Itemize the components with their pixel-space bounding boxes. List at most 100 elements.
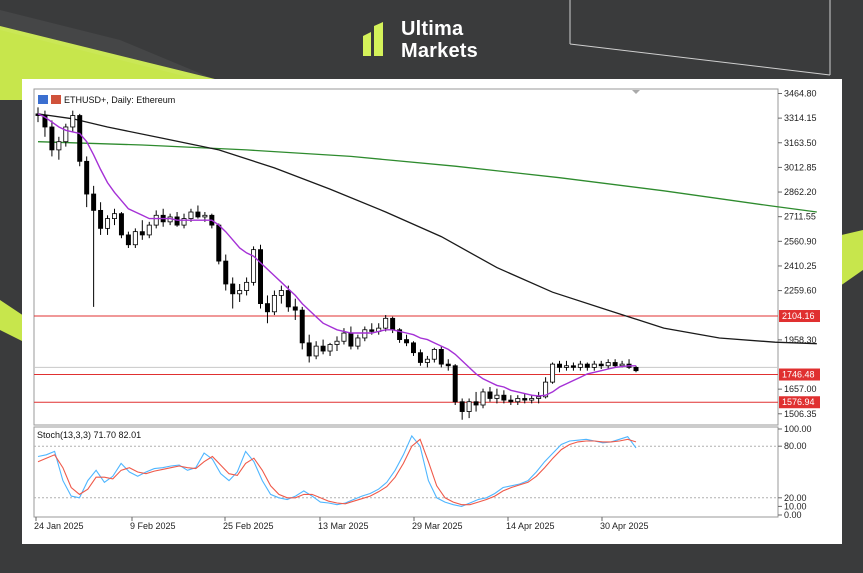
candle-body [452,365,458,403]
time-tick-label: 24 Jan 2025 [34,521,84,531]
candle-body [591,363,597,368]
price-axis: 3464.80 3314.15 3163.50 3012.85 2862.20 2711.… [778,88,817,419]
candle-body [570,365,576,368]
stoch-header: Stoch(13,3,3) 71.70 82.01 [37,430,141,440]
candle-body [550,363,556,383]
candle-body [188,211,194,219]
candle-body [139,231,145,236]
main-panel-frame [33,88,779,426]
price-tick-label: 3012.85 [784,162,817,172]
background-stripe [0,10,240,90]
stoch-line [37,438,637,506]
ma-fast-group [37,113,636,397]
price-tick-label: 3464.80 [784,88,817,98]
level-label: 2104.16 [782,311,815,321]
candle-body [84,160,90,195]
candle-body [369,329,375,332]
candle-body [285,290,291,308]
price-tick-label: 1506.35 [784,409,817,419]
ultima-logo-icon [363,22,383,56]
candle-body [355,337,361,347]
time-tick-label: 14 Apr 2025 [506,521,555,531]
candle-body [459,401,465,412]
candle-body [362,329,368,339]
candle-body [118,213,124,236]
candle-body [223,260,229,285]
candle-body [584,363,590,368]
candle-body [153,214,159,226]
scroll-marker-icon[interactable] [632,90,640,94]
candle-body [605,362,611,367]
time-axis: 24 Jan 2025 9 Feb 2025 25 Feb 2025 13 Mar 2… [34,517,649,531]
candle-body [278,290,284,296]
candle-body [508,399,514,403]
ma-slow-line [37,141,817,213]
candle-body [174,216,180,226]
candle-body [264,303,270,313]
candle-body [633,366,639,372]
chart-header: ETHUSD+, Daily: Ethereum [38,95,175,105]
candle-body [348,332,354,347]
candle-body [577,363,583,368]
price-tick-label: 2862.20 [784,187,817,197]
candle-body [258,249,263,305]
candle-body [397,329,403,340]
stoch-tick-label: 10.00 [784,501,807,511]
symbol-window-icon[interactable] [51,95,61,104]
candle-body [417,352,423,363]
candle-body [473,401,479,406]
stoch-line [37,434,637,507]
logo-bar [363,32,371,56]
candle-body [341,332,347,342]
price-chart: 2104.16 1746.48 1576.94 3464.80 3314.15 3163… [33,88,820,531]
candle-body [42,115,48,128]
candle-body [63,126,69,143]
candle-body [515,398,521,403]
candle-body [612,362,618,367]
candle-body [390,317,396,331]
candle-body [216,224,222,262]
candle-body [237,290,243,295]
candle-body [383,317,389,329]
candle-body [411,342,416,354]
candle-body [230,283,236,295]
candle-body [132,231,138,246]
level-label-bg [779,396,820,409]
ma-fast-line [37,113,636,397]
brand-logo: Ultima Markets [363,18,503,66]
candle-body [320,345,326,352]
candle-body [334,340,340,345]
candle-body [536,396,542,399]
time-tick-label: 30 Apr 2025 [600,521,649,531]
background-accent-top-left [0,0,300,100]
candle-body [501,394,507,401]
time-tick-label: 29 Mar 2025 [412,521,463,531]
stoch-tick-label: 0.00 [784,510,802,520]
background-line [569,43,831,76]
grid-window-icon[interactable] [38,95,48,104]
candle-body [522,398,528,401]
candle-body [543,381,549,398]
ma-mid-line [37,113,817,345]
candle-body [181,218,187,226]
candle-body [251,249,257,283]
stoch-tick-label: 100.00 [784,424,812,434]
candle-body [299,309,305,344]
candle-body [494,394,500,399]
candle-body [445,363,451,367]
candle-body [70,115,76,128]
candle-body [112,213,117,219]
symbol-header: ETHUSD+, Daily: Ethereum [64,95,175,105]
time-tick-label: 9 Feb 2025 [130,521,176,531]
candle-body [487,391,493,399]
level-label-bg [779,310,820,323]
candle-body [77,115,83,162]
candle-body [56,141,62,151]
price-tick-label: 3314.15 [784,113,817,123]
candle-body [49,126,55,151]
candle-body [480,391,486,406]
stoch-lines [37,434,637,507]
candle-body [431,349,437,360]
